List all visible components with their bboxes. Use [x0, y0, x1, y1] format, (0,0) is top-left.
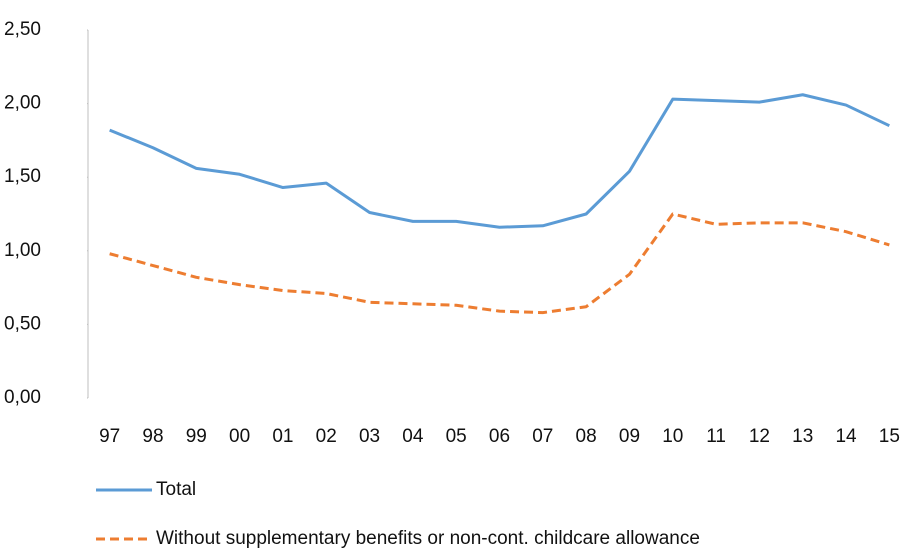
x-tick-label: 01 — [272, 426, 293, 447]
line-series — [109, 93, 890, 229]
x-tick-label: 15 — [879, 426, 900, 447]
y-tick-label: 2,00 — [4, 93, 41, 114]
y-tick-label: 0,00 — [4, 387, 41, 408]
x-tick-label: 08 — [576, 426, 597, 447]
y-tick-label: 0,50 — [4, 313, 41, 334]
x-tick-label: 04 — [402, 426, 424, 447]
x-tick-label: 03 — [359, 426, 380, 447]
x-tick-label: 14 — [835, 426, 857, 447]
x-tick-label: 98 — [142, 426, 163, 447]
x-tick-label: 05 — [446, 426, 467, 447]
x-tick-label: 07 — [532, 426, 553, 447]
y-tick-label: 1,50 — [4, 166, 41, 187]
x-tick-label: 06 — [489, 426, 510, 447]
x-tick-label: 99 — [186, 426, 207, 447]
x-tick-label: 09 — [619, 426, 640, 447]
x-tick-label: 12 — [749, 426, 770, 447]
x-tick-label: 02 — [316, 426, 337, 447]
x-tick-label: 13 — [792, 426, 813, 447]
y-tick-label: 2,50 — [4, 19, 41, 40]
legend-label: Without supplementary benefits or non-co… — [156, 528, 700, 548]
x-tick-label: 11 — [706, 426, 726, 447]
line-series — [109, 212, 890, 315]
x-tick-label: 10 — [662, 426, 683, 447]
x-tick-label: 97 — [99, 426, 120, 447]
y-tick-label: 1,00 — [4, 240, 41, 261]
x-tick-label: 00 — [229, 426, 250, 447]
legend-label: Total — [156, 479, 196, 500]
